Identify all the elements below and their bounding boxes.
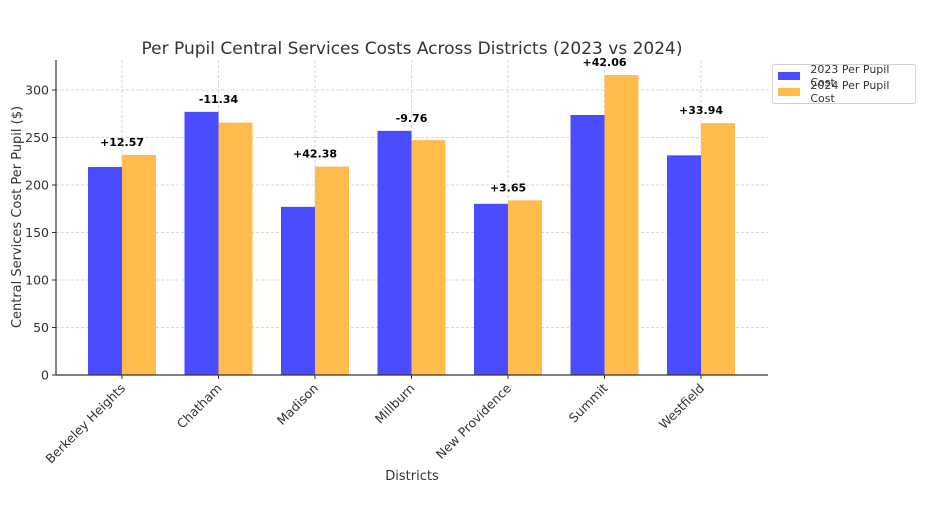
y-tick-label: 100 <box>25 273 49 288</box>
change-label: +3.65 <box>490 181 526 194</box>
legend-label-2023: 2023 Per Pupil Cost <box>810 63 890 89</box>
x-ticks: Berkeley Heights Chatham Madison Millburn Ne… <box>42 375 707 466</box>
x-tick-label: Westfield <box>656 381 707 432</box>
bar-2024 <box>701 123 735 375</box>
bar-2024 <box>315 166 349 375</box>
change-label: +42.06 <box>582 56 626 69</box>
bar-2023 <box>570 114 605 376</box>
y-tick-label: 300 <box>25 83 49 98</box>
bar-2023 <box>474 203 508 375</box>
bar-2023 <box>667 155 701 375</box>
bar-2023 <box>377 130 412 375</box>
legend-swatch-2024 <box>778 88 801 96</box>
bar-2024 <box>218 122 253 375</box>
x-tick-label: Chatham <box>174 381 225 432</box>
legend-item-2024: 2024 Per Pupil Cost <box>778 79 910 105</box>
bar-2024 <box>604 75 639 375</box>
y-tick-label: 0 <box>41 368 49 383</box>
x-tick-label: Millburn <box>372 381 418 427</box>
change-label: -11.34 <box>199 93 239 106</box>
bar-2024 <box>411 140 446 375</box>
legend-label-2024: 2024 Per Pupil Cost <box>810 79 890 105</box>
bar-2024 <box>508 200 542 375</box>
y-tick-label: 150 <box>25 225 49 240</box>
x-tick-label: New Providence <box>433 380 515 462</box>
change-label: +33.94 <box>679 104 723 117</box>
y-axis-label: Central Services Cost Per Pupil ($) <box>10 106 25 328</box>
legend-item-2023: 2023 Per Pupil Cost <box>778 63 910 89</box>
y-ticks: 0 50 100 150 200 250 300 <box>25 83 56 383</box>
bar-2023 <box>184 111 219 375</box>
x-axis-label: Districts <box>385 469 439 484</box>
y-tick-label: 250 <box>25 130 49 145</box>
data-labels: +12.57 -11.34 +42.38 -9.76 +3.65 +42.06 +33.94 <box>100 56 723 194</box>
bar-2023 <box>281 206 315 375</box>
legend-swatch-2023 <box>778 72 801 80</box>
legend: 2023 Per Pupil Cost 2024 Per Pupil Cost <box>772 63 916 105</box>
chart-title: Per Pupil Central Services Costs Across … <box>142 39 683 59</box>
x-tick-label: Berkeley Heights <box>42 381 128 467</box>
change-label: +42.38 <box>293 148 337 161</box>
x-tick-label: Summit <box>566 380 611 425</box>
change-label: +12.57 <box>100 136 144 149</box>
bar-2023 <box>88 166 122 375</box>
y-tick-label: 50 <box>33 320 49 335</box>
change-label: -9.76 <box>396 112 428 125</box>
y-tick-label: 200 <box>25 178 49 193</box>
bar-2024 <box>122 155 156 375</box>
x-tick-label: Madison <box>274 381 321 428</box>
bars <box>88 75 735 376</box>
